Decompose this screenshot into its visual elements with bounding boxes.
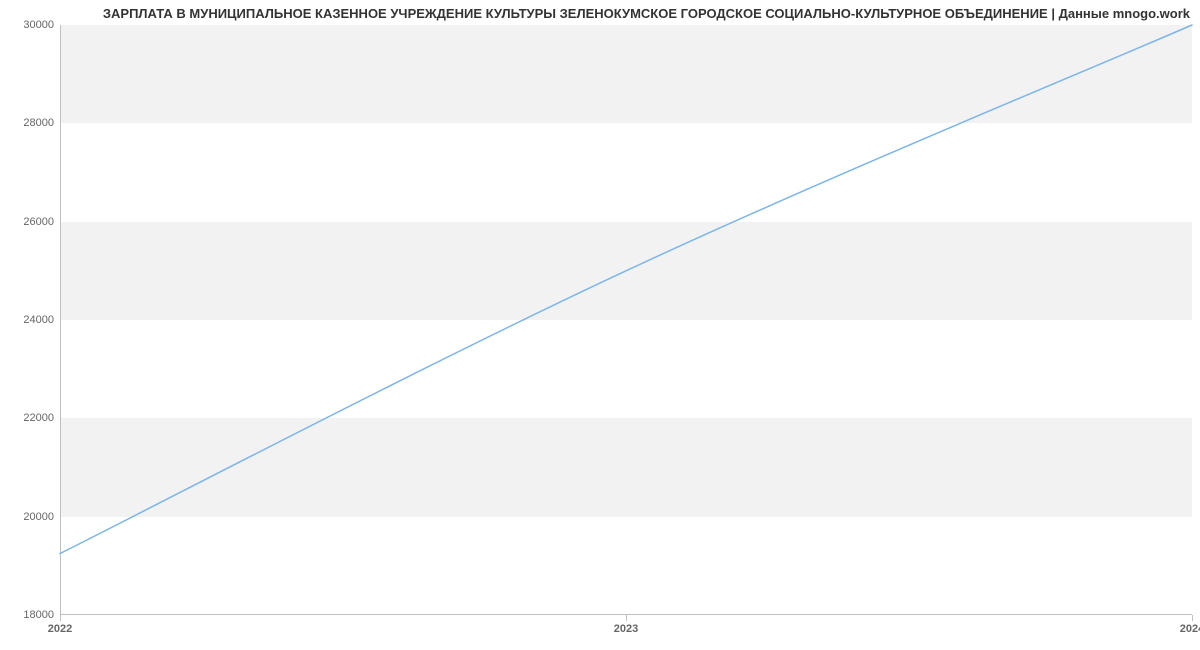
y-tick-label: 22000	[23, 412, 60, 424]
y-tick-label: 24000	[23, 314, 60, 326]
x-tick-label: 2023	[614, 615, 638, 635]
series-salary	[60, 25, 1192, 554]
y-tick-label: 26000	[23, 216, 60, 228]
y-tick-label: 30000	[23, 19, 60, 31]
plot-area: 1800020000220002400026000280003000020222…	[60, 25, 1192, 615]
chart-title: ЗАРПЛАТА В МУНИЦИПАЛЬНОЕ КАЗЕННОЕ УЧРЕЖД…	[10, 6, 1190, 21]
series-layer	[60, 25, 1192, 615]
x-tick-label: 2024	[1180, 615, 1200, 635]
x-tick-label: 2022	[48, 615, 72, 635]
y-tick-label: 28000	[23, 117, 60, 129]
y-tick-label: 20000	[23, 511, 60, 523]
chart-container: ЗАРПЛАТА В МУНИЦИПАЛЬНОЕ КАЗЕННОЕ УЧРЕЖД…	[0, 0, 1200, 650]
